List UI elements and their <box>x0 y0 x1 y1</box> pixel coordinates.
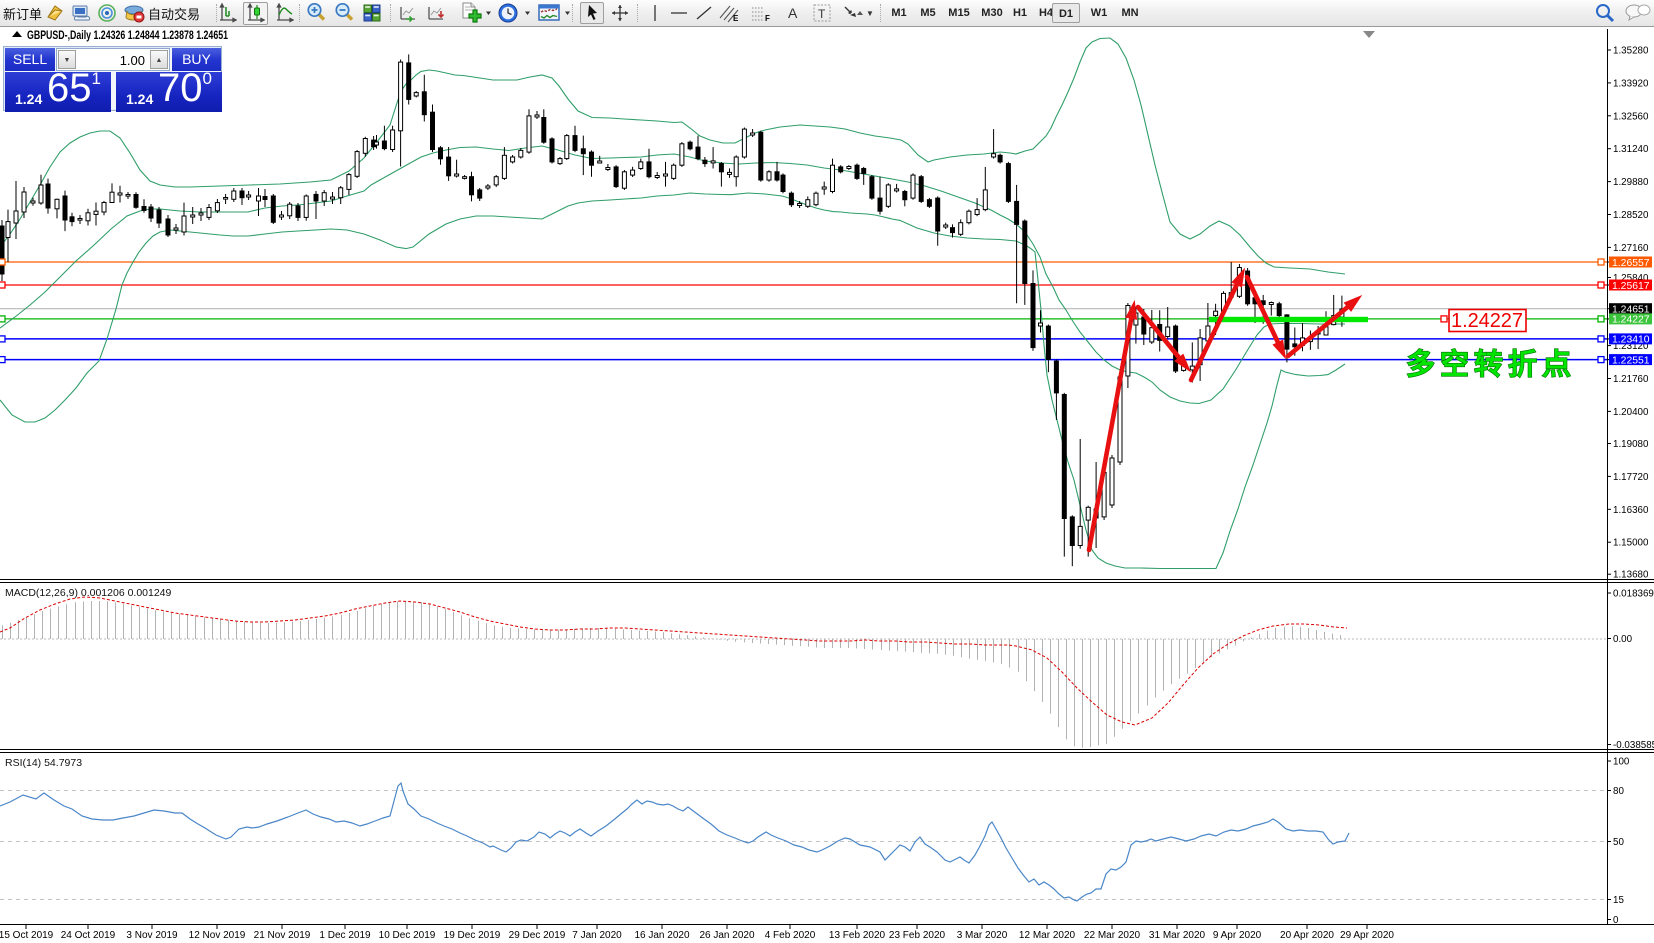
svg-text:12 Mar 2020: 12 Mar 2020 <box>1019 930 1076 941</box>
svg-text:1.32560: 1.32560 <box>1613 111 1649 122</box>
svg-text:0: 0 <box>1613 915 1619 926</box>
svg-text:29 Dec 2019: 29 Dec 2019 <box>509 930 566 941</box>
svg-text:1.33920: 1.33920 <box>1613 78 1649 89</box>
svg-text:RSI(14) 54.7973: RSI(14) 54.7973 <box>5 757 82 769</box>
svg-text:E: E <box>733 14 739 23</box>
svg-text:1.20400: 1.20400 <box>1613 407 1649 418</box>
svg-text:50: 50 <box>1613 837 1624 848</box>
svg-text:22 Mar 2020: 22 Mar 2020 <box>1084 930 1141 941</box>
svg-text:23 Feb 2020: 23 Feb 2020 <box>889 930 946 941</box>
svg-text:9 Apr 2020: 9 Apr 2020 <box>1213 930 1262 941</box>
svg-text:1.15000: 1.15000 <box>1613 538 1649 549</box>
svg-text:4 Feb 2020: 4 Feb 2020 <box>765 930 816 941</box>
svg-text:T: T <box>818 7 826 21</box>
svg-text:100: 100 <box>1613 757 1630 768</box>
svg-text:29 Apr 2020: 29 Apr 2020 <box>1340 930 1394 941</box>
svg-text:26 Jan 2020: 26 Jan 2020 <box>699 930 754 941</box>
svg-text:1.24227: 1.24227 <box>1451 310 1523 332</box>
svg-text:1.29880: 1.29880 <box>1613 177 1649 188</box>
svg-text:0.00: 0.00 <box>1613 634 1633 645</box>
svg-text:16 Jan 2020: 16 Jan 2020 <box>634 930 689 941</box>
svg-text:3 Nov 2019: 3 Nov 2019 <box>126 930 178 941</box>
svg-text:80: 80 <box>1613 786 1624 797</box>
svg-text:20 Apr 2020: 20 Apr 2020 <box>1280 930 1334 941</box>
svg-text:1.23120: 1.23120 <box>1613 341 1649 352</box>
svg-text:-0.038585: -0.038585 <box>1613 740 1654 751</box>
svg-text:1.16360: 1.16360 <box>1613 505 1649 516</box>
svg-text:13 Feb 2020: 13 Feb 2020 <box>829 930 886 941</box>
svg-text:24 Oct 2019: 24 Oct 2019 <box>61 930 116 941</box>
svg-text:19 Dec 2019: 19 Dec 2019 <box>444 930 501 941</box>
svg-text:12 Nov 2019: 12 Nov 2019 <box>189 930 246 941</box>
svg-text:1.27160: 1.27160 <box>1613 243 1649 254</box>
svg-text:15 Oct 2019: 15 Oct 2019 <box>0 930 54 941</box>
svg-text:MACD(12,26,9) 0.001206 0.00124: MACD(12,26,9) 0.001206 0.001249 <box>5 587 172 599</box>
svg-text:21 Nov 2019: 21 Nov 2019 <box>254 930 311 941</box>
svg-text:GBPUSD-,Daily 1.24326 1.24844: GBPUSD-,Daily 1.24326 1.24844 1.23878 1.… <box>27 30 228 42</box>
svg-text:1.24651: 1.24651 <box>1612 305 1650 316</box>
svg-text:F: F <box>765 14 770 23</box>
svg-text:1.28520: 1.28520 <box>1613 210 1649 221</box>
svg-text:1.21760: 1.21760 <box>1613 374 1649 385</box>
svg-text:3 Mar 2020: 3 Mar 2020 <box>957 930 1008 941</box>
svg-text:1.26557: 1.26557 <box>1612 258 1650 269</box>
svg-text:1 Dec 2019: 1 Dec 2019 <box>319 930 371 941</box>
svg-text:1.13680: 1.13680 <box>1613 570 1649 581</box>
svg-text:1.31240: 1.31240 <box>1613 144 1649 155</box>
svg-text:1.17720: 1.17720 <box>1613 472 1649 483</box>
svg-text:1.22551: 1.22551 <box>1612 355 1650 366</box>
svg-text:10 Dec 2019: 10 Dec 2019 <box>379 930 436 941</box>
svg-text:1.23410: 1.23410 <box>1612 335 1650 346</box>
svg-text:15: 15 <box>1613 895 1624 906</box>
svg-text:7 Jan 2020: 7 Jan 2020 <box>572 930 622 941</box>
svg-text:1.24227: 1.24227 <box>1612 315 1650 326</box>
svg-text:多空转折点: 多空转折点 <box>1406 347 1576 381</box>
svg-text:1.25840: 1.25840 <box>1613 273 1649 284</box>
svg-text:1.35280: 1.35280 <box>1613 46 1649 57</box>
svg-text:1.25617: 1.25617 <box>1612 281 1650 292</box>
svg-text:1.19080: 1.19080 <box>1613 439 1649 450</box>
svg-text:0.018369: 0.018369 <box>1613 589 1654 600</box>
svg-text:31 Mar 2020: 31 Mar 2020 <box>1149 930 1206 941</box>
